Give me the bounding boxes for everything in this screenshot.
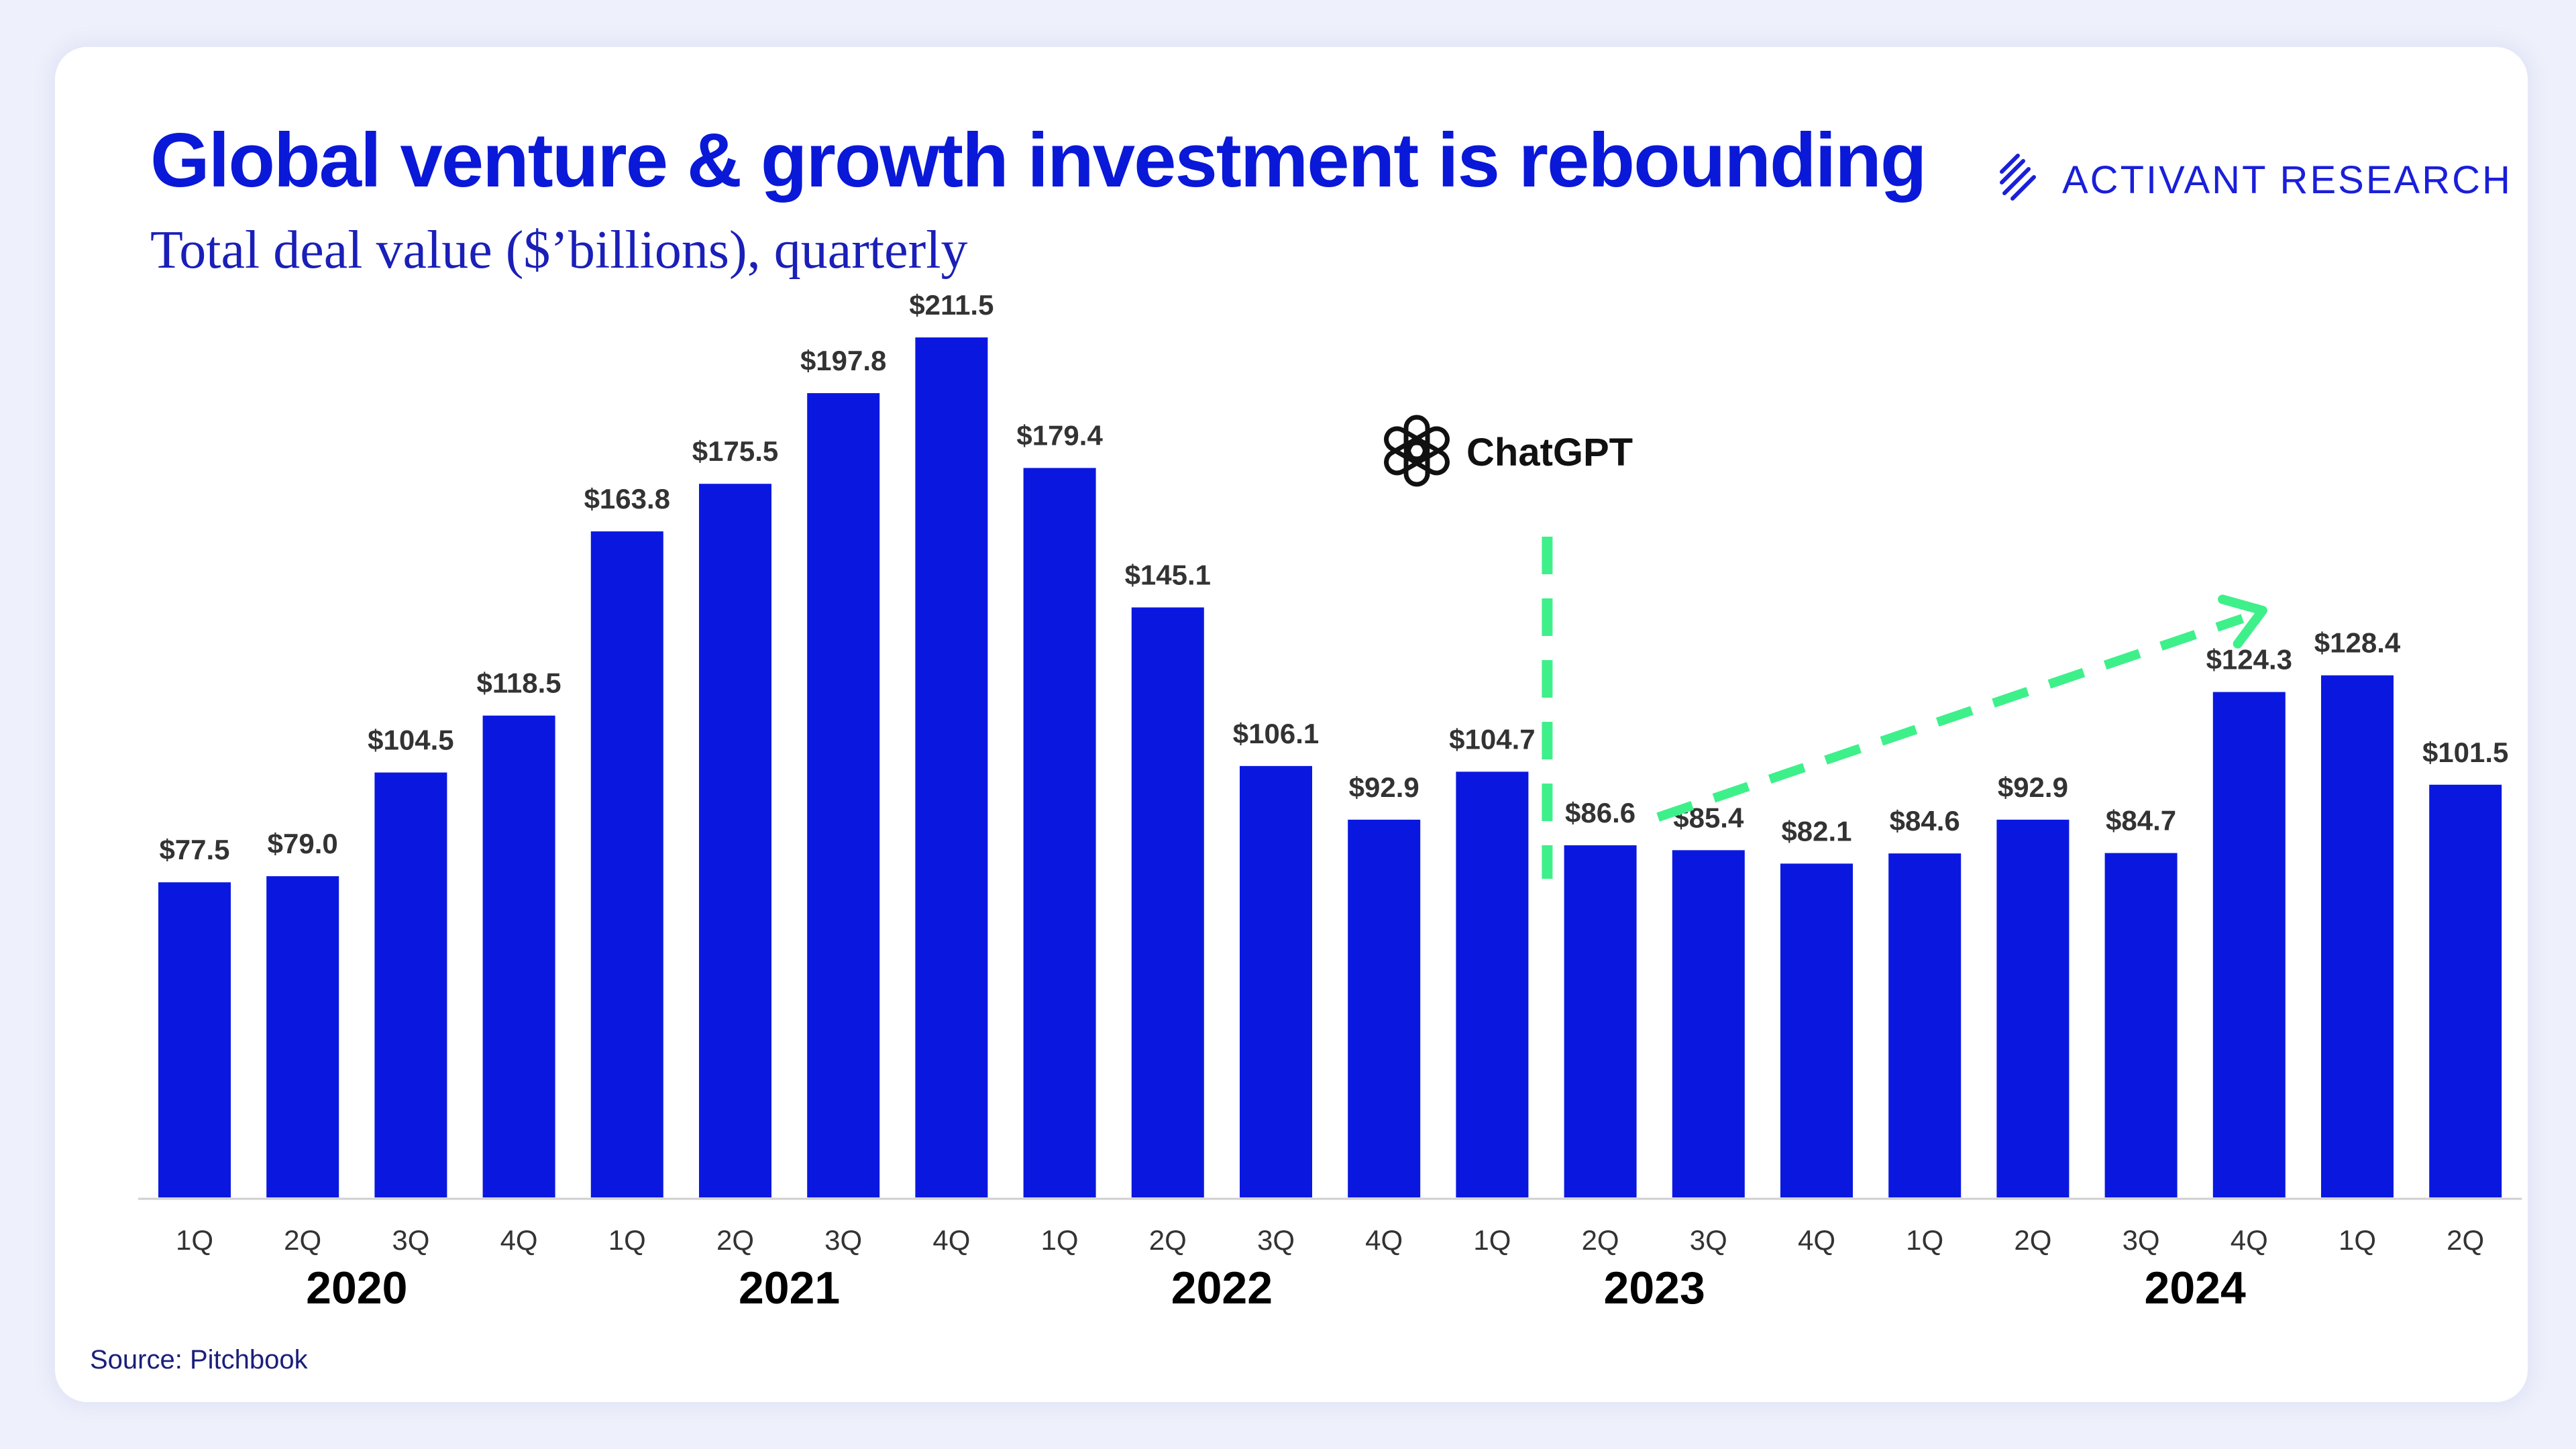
trend-arrow-head — [2218, 594, 2267, 649]
tick-label-20: 1Q — [2339, 1224, 2376, 1256]
chatgpt-label: ChatGPT — [1466, 431, 1633, 474]
bar-17 — [1996, 819, 2070, 1197]
bar-6 — [807, 393, 880, 1198]
bar-4 — [590, 531, 663, 1197]
bar-14 — [1672, 850, 1745, 1197]
value-label-21: $101.5 — [2422, 737, 2508, 768]
tick-label-1: 2Q — [284, 1224, 321, 1256]
value-label-9: $145.1 — [1125, 559, 1211, 590]
tick-label-6: 3Q — [824, 1224, 862, 1256]
trend-arrow-line — [1656, 614, 2245, 822]
bar-1 — [266, 876, 339, 1197]
value-label-20: $128.4 — [2314, 627, 2401, 659]
value-label-16: $84.6 — [1890, 805, 1960, 837]
bar-9 — [1131, 607, 1204, 1197]
activant-chevrons-icon — [2000, 154, 2036, 201]
bar-15 — [1780, 863, 1853, 1197]
bar-20 — [2321, 675, 2394, 1197]
bar-0 — [158, 882, 231, 1197]
x-tick-labels: 1Q 2Q 3Q 4Q 1Q 2Q 3Q 4Q 1Q 2Q 3Q 4Q 1Q 2Q 3Q 4Q 1Q 2Q 3Q 4Q… — [176, 1224, 2484, 1256]
bar-8 — [1023, 468, 1096, 1198]
value-label-6: $197.8 — [800, 345, 886, 376]
year-labels: 2020 2021 2022 2023 2024 — [306, 1263, 2246, 1313]
tick-label-18: 3Q — [2123, 1224, 2160, 1256]
chart-subtitle: Total deal value ($’billions), quarterly — [150, 221, 968, 280]
tick-label-14: 3Q — [1690, 1224, 1727, 1256]
bar-13 — [1564, 845, 1637, 1197]
value-label-2: $104.5 — [368, 724, 453, 756]
value-label-4: $163.8 — [584, 483, 670, 515]
value-label-11: $92.9 — [1349, 771, 1419, 803]
tick-label-10: 3Q — [1257, 1224, 1295, 1256]
value-labels: $77.5 $79.0 $104.5 $118.5 $163.8 $175.5 $197.8… — [159, 289, 2508, 865]
brand-name: ACTIVANT RESEARCH — [2062, 158, 2512, 202]
year-label-2023: 2023 — [1604, 1263, 1705, 1313]
value-label-12: $104.7 — [1449, 723, 1535, 755]
tick-label-7: 4Q — [932, 1224, 970, 1256]
value-label-5: $175.5 — [692, 435, 778, 467]
bar-10 — [1240, 765, 1312, 1197]
openai-logo-icon — [1384, 415, 1450, 487]
tick-label-12: 1Q — [1473, 1224, 1511, 1256]
value-label-17: $92.9 — [1998, 771, 2068, 803]
tick-label-4: 1Q — [608, 1224, 646, 1256]
year-label-2020: 2020 — [306, 1263, 407, 1313]
bar-series — [158, 337, 2502, 1198]
chatgpt-annotation: ChatGPT — [1384, 415, 2267, 879]
bar-chart: $77.5 $79.0 $104.5 $118.5 $163.8 $175.5 $197.8… — [138, 289, 2522, 1313]
brand-logo: ACTIVANT RESEARCH — [1994, 153, 2512, 207]
tick-label-5: 2Q — [716, 1224, 754, 1256]
tick-label-3: 4Q — [500, 1224, 538, 1256]
value-label-15: $82.1 — [1781, 815, 1851, 847]
tick-label-17: 2Q — [2014, 1224, 2051, 1256]
chart-title: Global venture & growth investment is re… — [150, 118, 1927, 203]
tick-label-2: 3Q — [392, 1224, 429, 1256]
value-label-1: $79.0 — [268, 828, 338, 859]
bar-12 — [1456, 771, 1529, 1197]
year-label-2021: 2021 — [739, 1263, 840, 1313]
tick-label-19: 4Q — [2231, 1224, 2268, 1256]
bar-5 — [699, 484, 771, 1197]
bar-19 — [2212, 692, 2286, 1197]
tick-label-9: 2Q — [1149, 1224, 1187, 1256]
tick-label-21: 2Q — [2447, 1224, 2484, 1256]
bar-16 — [1888, 853, 1962, 1197]
tick-label-13: 2Q — [1582, 1224, 1619, 1256]
bar-2 — [374, 772, 447, 1197]
value-label-0: $77.5 — [159, 834, 229, 865]
bar-11 — [1348, 819, 1421, 1197]
value-label-10: $106.1 — [1233, 718, 1319, 749]
tick-label-16: 1Q — [1906, 1224, 1943, 1256]
bar-21 — [2429, 784, 2502, 1197]
source-note: Source: Pitchbook — [90, 1345, 308, 1375]
tick-label-0: 1Q — [176, 1224, 213, 1256]
value-label-13: $86.6 — [1565, 797, 1635, 828]
tick-label-15: 4Q — [1798, 1224, 1835, 1256]
bar-18 — [2104, 853, 2178, 1197]
value-label-7: $211.5 — [909, 289, 994, 321]
tick-label-11: 4Q — [1365, 1224, 1403, 1256]
value-label-19: $124.3 — [2206, 644, 2292, 676]
value-label-3: $118.5 — [477, 667, 561, 699]
bar-3 — [482, 715, 555, 1197]
value-label-8: $179.4 — [1016, 420, 1103, 451]
value-label-18: $84.7 — [2106, 805, 2176, 837]
year-label-2022: 2022 — [1171, 1263, 1273, 1313]
bar-7 — [915, 337, 988, 1197]
year-label-2024: 2024 — [2145, 1263, 2246, 1313]
chart-card: Global venture & growth investment is re… — [55, 47, 2528, 1402]
tick-label-8: 1Q — [1041, 1224, 1079, 1256]
